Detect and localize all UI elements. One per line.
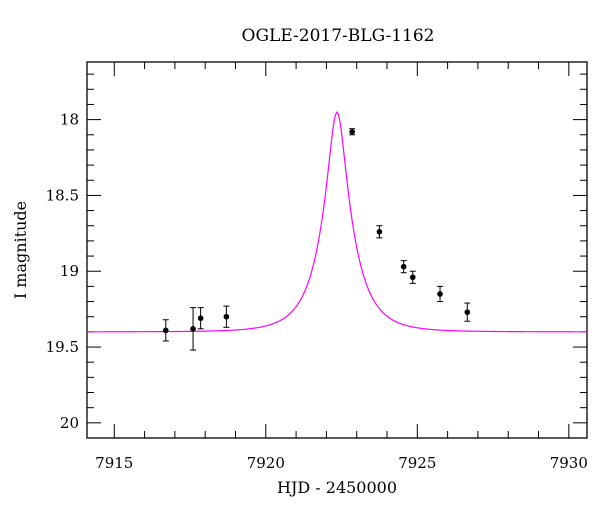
point-marker [197,315,204,322]
data-point [409,270,416,284]
data-point [464,302,471,322]
x-axis-title: HJD - 2450000 [277,478,397,497]
data-point [197,307,204,330]
chart-title: OGLE-2017-BLG-1162 [242,26,435,46]
x-tick-label: 7915 [95,454,133,472]
plot-frame [86,61,588,439]
y-tick-label: 19.5 [46,338,79,356]
y-axis-title: I magnitude [11,201,30,299]
point-marker [162,327,169,334]
y-tick-label: 20 [60,414,79,432]
data-point [400,260,407,274]
data-points [162,128,471,351]
model-curve [87,110,587,333]
point-marker [437,291,443,297]
point-marker [464,309,471,315]
point-marker [190,326,196,332]
point-marker [400,263,407,270]
data-point [223,305,230,328]
data-point [162,319,169,342]
data-point [376,225,383,239]
point-marker [376,229,383,235]
y-tick-label: 19 [60,262,79,280]
point-marker [409,274,416,281]
y-tick-label: 18.5 [46,186,79,204]
data-point [349,128,356,136]
y-tick-label: 18 [60,111,79,129]
point-marker [223,313,230,320]
x-tick-label: 7930 [550,454,588,472]
y-tick-labels: 18 18.5 19 19.5 20 [46,111,79,432]
x-tick-labels: 7915 7920 7925 7930 [95,454,588,472]
data-point [437,285,444,303]
axis-ticks [87,62,587,439]
point-marker [349,128,355,135]
x-tick-label: 7920 [247,454,285,472]
x-tick-label: 7925 [398,454,436,472]
data-point [190,307,197,351]
